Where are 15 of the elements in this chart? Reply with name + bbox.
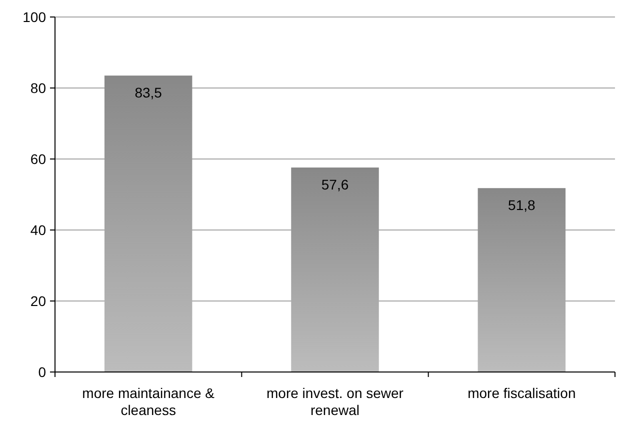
y-tick-label: 80 xyxy=(30,80,46,96)
x-tick-label: more maintainance & cleaness xyxy=(82,385,216,418)
bar xyxy=(478,188,566,372)
y-tick-label: 60 xyxy=(30,150,46,167)
data-label: 57,6 xyxy=(321,176,349,193)
bar xyxy=(291,168,379,372)
data-label: 83,5 xyxy=(134,84,162,101)
y-tick-label: 100 xyxy=(22,8,46,25)
y-tick-label: 40 xyxy=(30,222,46,238)
bar xyxy=(104,76,192,372)
x-tick-label: more fiscalisation xyxy=(468,385,576,401)
y-tick-label: 20 xyxy=(30,292,46,309)
x-tick-label: more invest. on sewer renewal xyxy=(266,385,404,418)
data-label: 51,8 xyxy=(508,197,536,214)
y-tick-label: 0 xyxy=(38,364,46,380)
